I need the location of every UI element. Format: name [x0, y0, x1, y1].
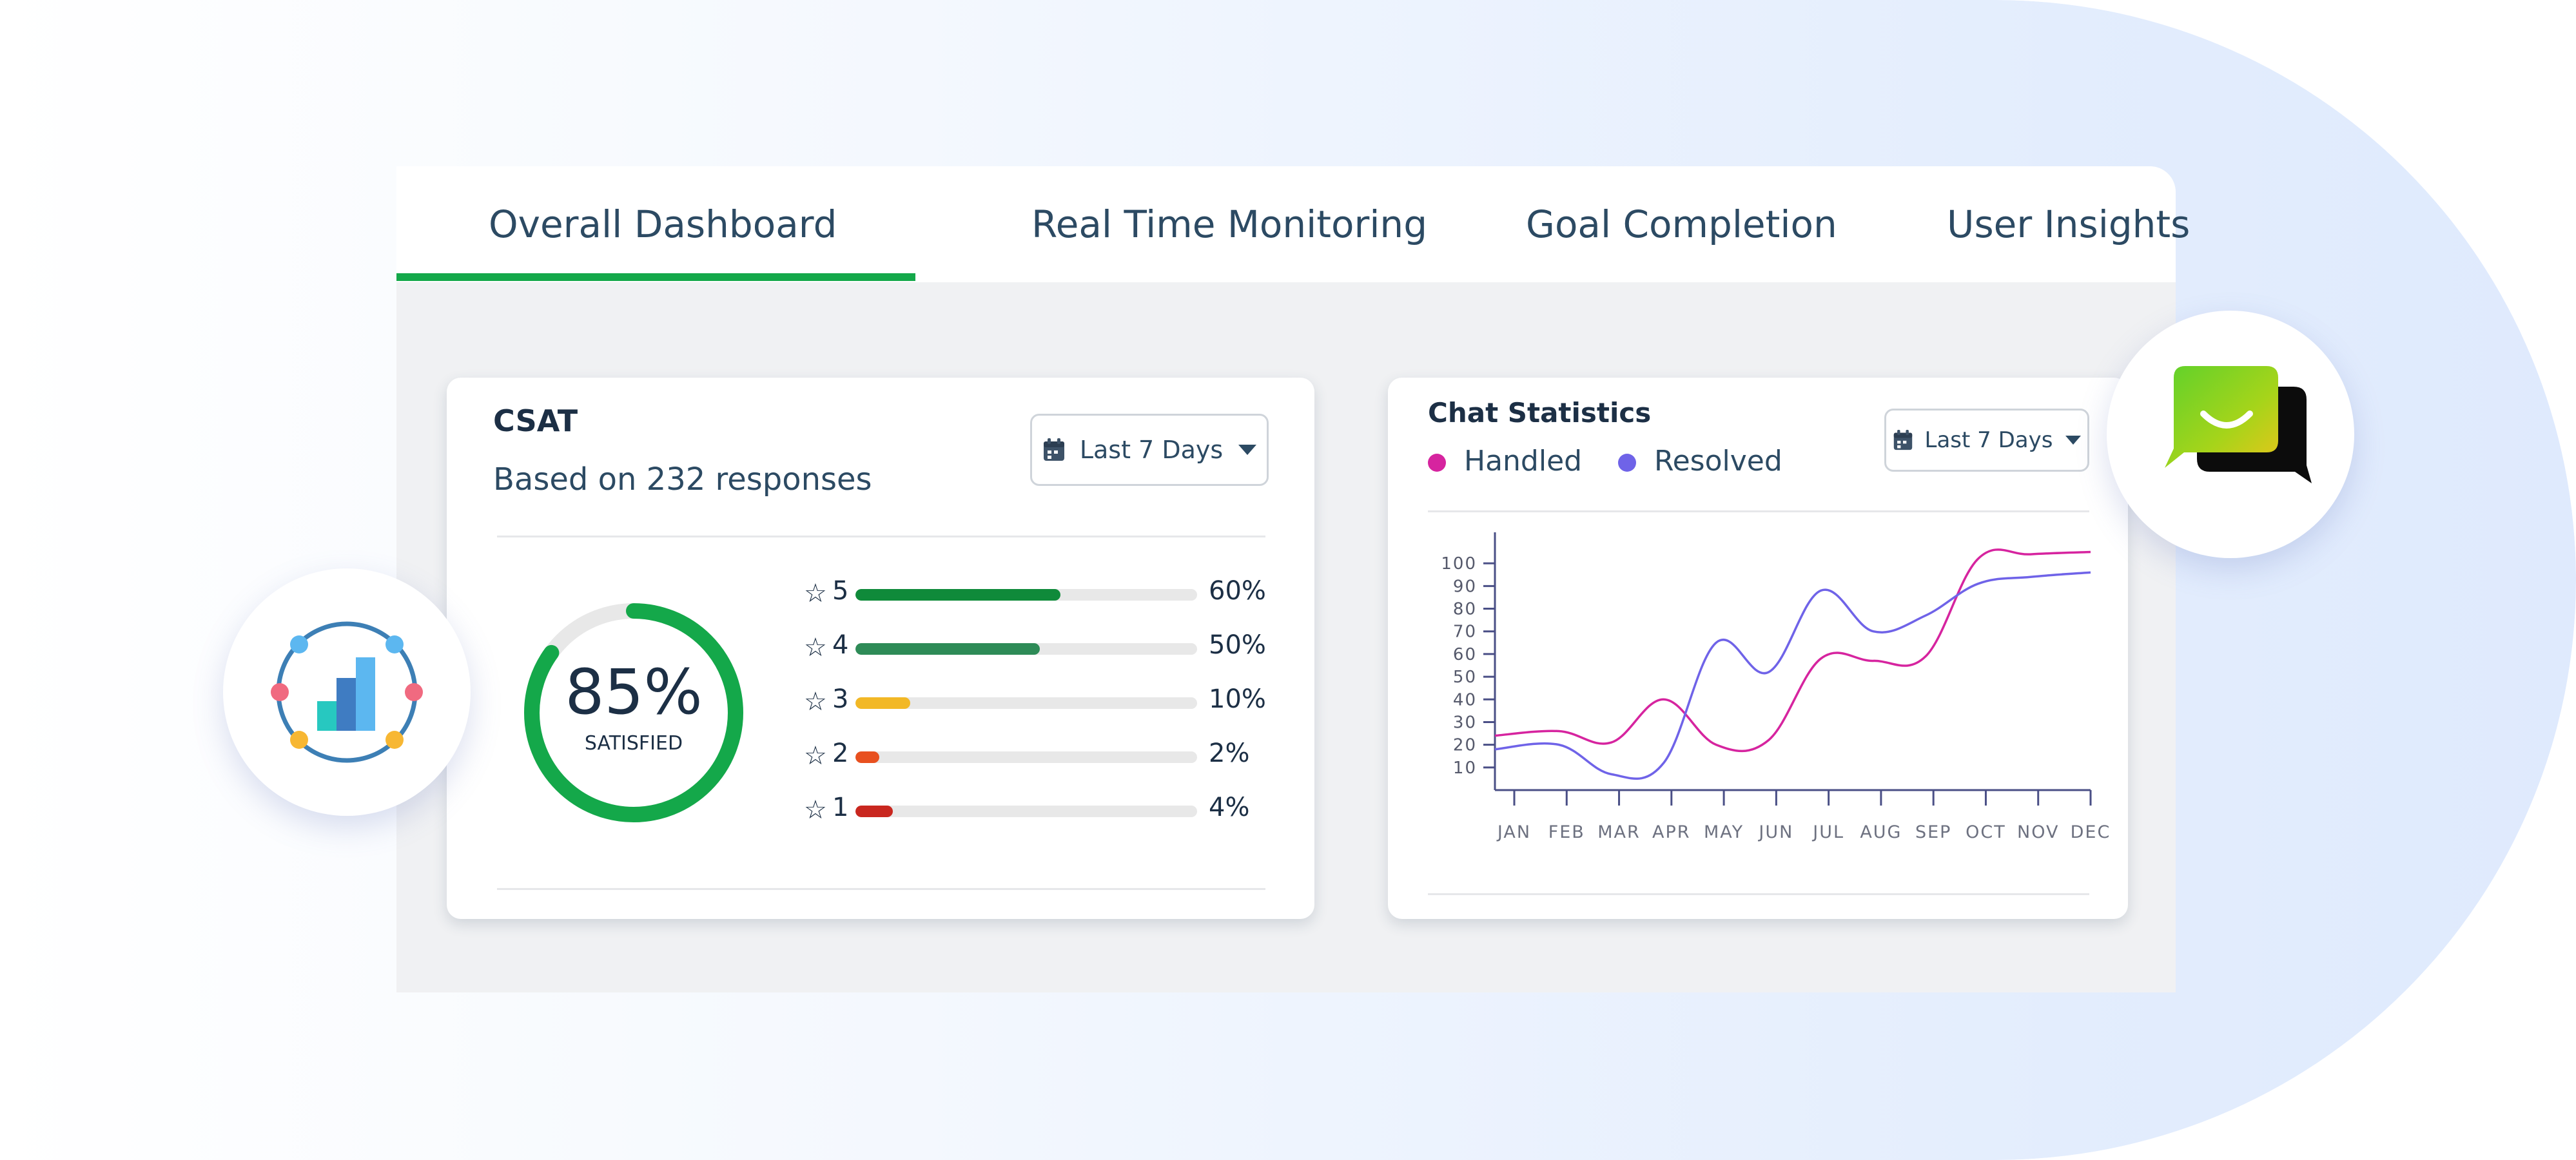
gauge-arc [524, 603, 743, 822]
y-tick-label: 20 [1453, 736, 1477, 755]
csat-card: CSAT Based on 232 responses Last 7 Days … [447, 378, 1314, 919]
tab-overall-dashboard[interactable]: Overall Dashboard [489, 202, 837, 246]
analytics-chart-icon [271, 621, 423, 763]
chat-date-filter-label: Last 7 Days [1924, 427, 2053, 453]
rating-stars: 2 [832, 739, 849, 768]
csat-subtitle: Based on 232 responses [493, 461, 872, 498]
rating-stars: 4 [832, 630, 849, 660]
analytics-badge [223, 568, 471, 816]
rating-fill [855, 751, 880, 763]
active-tab-indicator [396, 273, 915, 281]
tab-user-insights[interactable]: User Insights [1947, 202, 2191, 246]
rating-row: ☆ 4 50% [804, 630, 1266, 666]
x-tick-label: NOV [2017, 822, 2059, 842]
rating-fill [855, 697, 910, 709]
rating-row: ☆ 3 10% [804, 684, 1266, 720]
legend-label-handled: Handled [1464, 445, 1583, 478]
y-tick-label: 90 [1453, 577, 1477, 596]
x-tick-label: AUG [1860, 822, 1902, 842]
x-tick-label: OCT [1966, 822, 2006, 842]
rating-row: ☆ 2 2% [804, 739, 1255, 775]
csat-title: CSAT [493, 403, 578, 438]
rating-track [855, 806, 1197, 817]
calendar-icon [1043, 438, 1064, 461]
y-tick-label: 30 [1453, 713, 1477, 732]
rating-breakdown: ☆ 5 60% ☆ 4 50% ☆ 3 10% ☆ 2 2% [804, 576, 1268, 847]
rating-track [855, 751, 1197, 763]
x-tick-label: MAY [1704, 822, 1744, 842]
tab-bar: Overall Dashboard Real Time Monitoring G… [396, 166, 2190, 282]
x-tick-label: SEP [1915, 822, 1951, 842]
rating-row: ☆ 1 4% [804, 793, 1255, 829]
rating-stars: 1 [832, 793, 849, 822]
y-tick-label: 40 [1453, 690, 1477, 710]
legend-label-resolved: Resolved [1654, 445, 1782, 478]
calendar-icon [1893, 430, 1912, 450]
y-tick-label: 70 [1453, 623, 1477, 642]
y-tick-label: 80 [1453, 600, 1477, 619]
x-tick-label: JUN [1757, 822, 1793, 842]
star-icon: ☆ [804, 579, 827, 608]
chat-statistics-title: Chat Statistics [1428, 397, 1652, 429]
rating-track [855, 697, 1197, 709]
x-tick-label: JAN [1496, 822, 1531, 842]
chat-line-chart: 10 20 30 40 50 60 70 80 90 100 JAN FEB MAR APR MAY JUN J… [1441, 532, 2111, 842]
chat-date-filter[interactable]: Last 7 Days [1884, 409, 2089, 472]
rating-fill [855, 643, 1040, 655]
rating-stars: 3 [832, 684, 849, 714]
chat-divider-top [1428, 510, 2089, 512]
chat-divider-bottom [1428, 893, 2089, 895]
x-tick-label: FEB [1548, 822, 1585, 842]
chat-statistics-card: Chat Statistics Handled Resolved Last 7 … [1388, 378, 2128, 919]
rating-percent: 10% [1209, 684, 1266, 714]
rating-row: ☆ 5 60% [804, 576, 1266, 612]
star-icon: ☆ [804, 795, 827, 825]
series-line-handled [1494, 548, 2091, 753]
chevron-down-icon [2065, 436, 2082, 445]
y-tick-label: 60 [1453, 645, 1477, 664]
series-line-resolved [1494, 571, 2091, 780]
x-tick-label: DEC [2071, 822, 2111, 842]
rating-percent: 4% [1209, 793, 1250, 822]
chevron-down-icon [1238, 445, 1257, 455]
rating-stars: 5 [832, 576, 849, 606]
legend-dot-resolved [1618, 454, 1636, 472]
chat-logo-badge [2107, 311, 2354, 558]
x-tick-label: JUL [1811, 822, 1844, 842]
csat-date-filter[interactable]: Last 7 Days [1030, 414, 1269, 486]
y-tick-label: 10 [1453, 759, 1477, 778]
rating-track [855, 643, 1197, 655]
chat-bubble-logo-icon [2165, 366, 2312, 483]
rating-percent: 2% [1209, 739, 1250, 768]
gauge-value: 85% [565, 656, 703, 728]
csat-date-filter-label: Last 7 Days [1079, 436, 1224, 464]
dashboard-panel: Overall Dashboard Real Time Monitoring G… [396, 166, 2190, 992]
y-tick-label: 50 [1453, 668, 1477, 687]
x-tick-label: MAR [1597, 822, 1641, 842]
rating-fill [855, 589, 1060, 601]
rating-track [855, 589, 1197, 601]
x-tick-label: APR [1652, 822, 1691, 842]
star-icon: ☆ [804, 687, 827, 717]
csat-divider-bottom [497, 888, 1265, 890]
rating-percent: 60% [1209, 576, 1266, 606]
csat-gauge: 85% SATISFIED [518, 597, 750, 829]
rating-percent: 50% [1209, 630, 1266, 660]
star-icon: ☆ [804, 741, 827, 771]
legend-dot-handled [1428, 454, 1446, 472]
csat-divider-top [497, 536, 1265, 537]
rating-fill [855, 806, 893, 817]
tab-goal-completion[interactable]: Goal Completion [1526, 202, 1837, 246]
gauge-label: SATISFIED [584, 732, 683, 755]
star-icon: ☆ [804, 633, 827, 662]
y-tick-label: 100 [1441, 554, 1477, 574]
tab-real-time-monitoring[interactable]: Real Time Monitoring [1031, 202, 1428, 246]
